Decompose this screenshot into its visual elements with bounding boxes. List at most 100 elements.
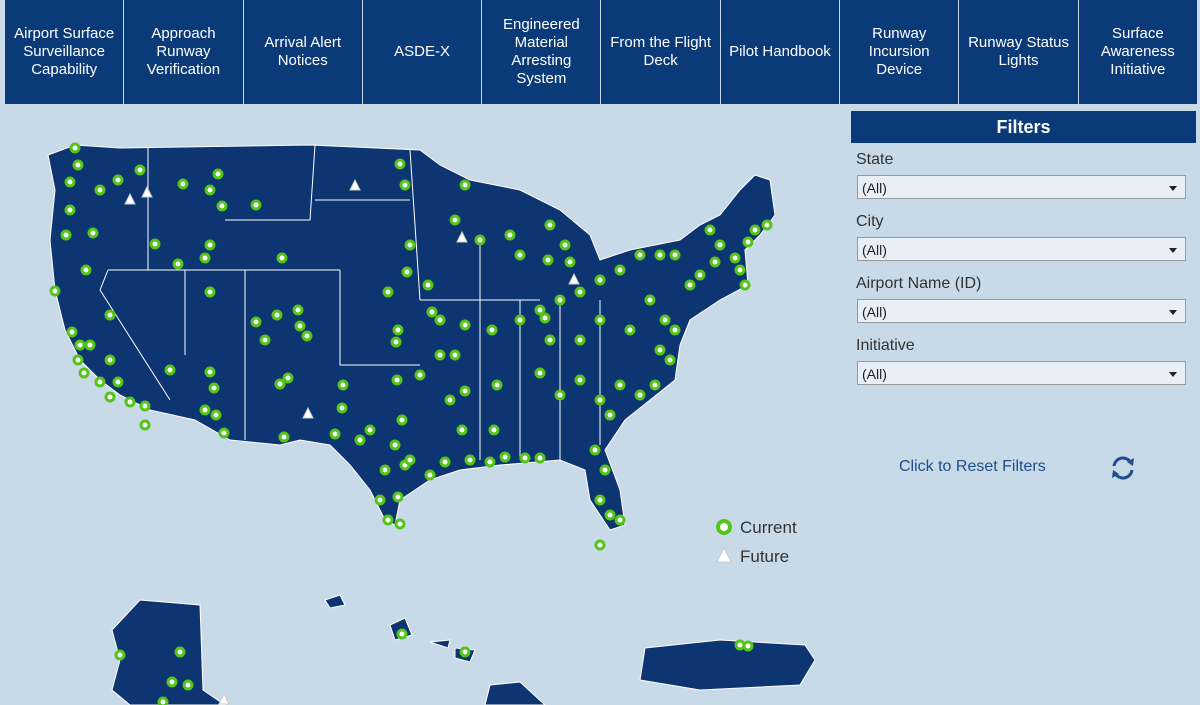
nav-tab[interactable]: Pilot Handbook — [721, 0, 841, 104]
airport-current[interactable] — [426, 306, 438, 318]
airport-current[interactable] — [271, 309, 283, 321]
airport-current[interactable] — [294, 320, 306, 332]
airport-current[interactable] — [594, 314, 606, 326]
airport-current[interactable] — [204, 239, 216, 251]
nav-tab[interactable]: From the Flight Deck — [601, 0, 721, 104]
nav-tab[interactable]: ASDE-X — [363, 0, 483, 104]
airport-current[interactable] — [404, 239, 416, 251]
airport-current[interactable] — [614, 514, 626, 526]
airport-current[interactable] — [404, 454, 416, 466]
airport-current[interactable] — [69, 142, 81, 154]
airport-future[interactable] — [124, 192, 136, 205]
airport-current[interactable] — [78, 367, 90, 379]
airport-current[interactable] — [599, 464, 611, 476]
airport-current[interactable] — [382, 514, 394, 526]
reset-icon[interactable] — [1108, 454, 1138, 482]
nav-tab[interactable]: Airport Surface Surveillance Capability — [5, 0, 125, 104]
airport-current[interactable] — [491, 379, 503, 391]
nav-tab[interactable]: Surface Awareness Initiative — [1100, 25, 1175, 78]
airport-current[interactable] — [604, 509, 616, 521]
airport-current[interactable] — [282, 372, 294, 384]
airport-current[interactable] — [514, 249, 526, 261]
airport-current[interactable] — [669, 249, 681, 261]
airport-current[interactable] — [439, 456, 451, 468]
airport-current[interactable] — [424, 469, 436, 481]
airport-current[interactable] — [401, 266, 413, 278]
airport-current[interactable] — [484, 456, 496, 468]
airport-current[interactable] — [604, 409, 616, 421]
airport-current[interactable] — [301, 330, 313, 342]
airport-current[interactable] — [449, 214, 461, 226]
airport-current[interactable] — [390, 336, 402, 348]
airport-current[interactable] — [104, 309, 116, 321]
airport-current[interactable] — [104, 354, 116, 366]
airport-current[interactable] — [464, 454, 476, 466]
airport-current[interactable] — [49, 285, 61, 297]
airport-current[interactable] — [259, 334, 271, 346]
airport-current[interactable] — [742, 236, 754, 248]
airport-current[interactable] — [149, 238, 161, 250]
airport-current[interactable] — [112, 376, 124, 388]
airport-current[interactable] — [704, 224, 716, 236]
airport-current[interactable] — [654, 344, 666, 356]
airport-current[interactable] — [434, 314, 446, 326]
airport-current[interactable] — [87, 227, 99, 239]
airport-current[interactable] — [749, 224, 761, 236]
nav-tab[interactable]: Arrival Alert Notices — [244, 0, 363, 104]
airport-current[interactable] — [514, 314, 526, 326]
airport-current[interactable] — [422, 279, 434, 291]
airport-current[interactable] — [74, 339, 86, 351]
airport-current[interactable] — [114, 649, 126, 661]
airport-current[interactable] — [519, 452, 531, 464]
airport-current[interactable] — [164, 364, 176, 376]
airport-current[interactable] — [709, 256, 721, 268]
airport-current[interactable] — [694, 269, 706, 281]
airport-current[interactable] — [396, 628, 408, 640]
airport-current[interactable] — [742, 640, 754, 652]
airport-current[interactable] — [499, 451, 511, 463]
airport-current[interactable] — [394, 158, 406, 170]
filter-dropdown[interactable]: (All) — [857, 237, 1186, 261]
airport-current[interactable] — [614, 264, 626, 276]
airport-current[interactable] — [594, 539, 606, 551]
airport-current[interactable] — [474, 234, 486, 246]
airport-current[interactable] — [444, 394, 456, 406]
airport-current[interactable] — [157, 696, 169, 705]
airport-current[interactable] — [594, 494, 606, 506]
airport-current[interactable] — [364, 424, 376, 436]
airport-current[interactable] — [337, 379, 349, 391]
airport-current[interactable] — [554, 294, 566, 306]
airport-current[interactable] — [292, 304, 304, 316]
airport-current[interactable] — [199, 252, 211, 264]
airport-current[interactable] — [654, 249, 666, 261]
airport-current[interactable] — [594, 394, 606, 406]
airport-current[interactable] — [459, 319, 471, 331]
airport-current[interactable] — [459, 385, 471, 397]
airport-current[interactable] — [459, 179, 471, 191]
airport-future[interactable] — [141, 185, 153, 198]
airport-current[interactable] — [534, 367, 546, 379]
airport-current[interactable] — [459, 646, 471, 658]
airport-current[interactable] — [659, 314, 671, 326]
airport-future[interactable] — [568, 272, 580, 285]
nav-tab[interactable]: Runway Status Lights — [959, 0, 1079, 104]
nav-tab[interactable]: Runway Incursion Device — [840, 0, 960, 104]
airport-current[interactable] — [396, 414, 408, 426]
airport-current[interactable] — [336, 402, 348, 414]
airport-current[interactable] — [250, 316, 262, 328]
airport-current[interactable] — [542, 254, 554, 266]
airport-current[interactable] — [564, 256, 576, 268]
airport-current[interactable] — [374, 494, 386, 506]
airport-current[interactable] — [664, 354, 676, 366]
airport-current[interactable] — [614, 379, 626, 391]
airport-current[interactable] — [199, 404, 211, 416]
nav-tab[interactable]: Engineered Material Arresting System — [482, 0, 602, 104]
airport-current[interactable] — [504, 229, 516, 241]
airport-current[interactable] — [278, 431, 290, 443]
airport-current[interactable] — [574, 286, 586, 298]
nav-tab[interactable]: Approach Runway Verification — [124, 0, 244, 104]
airport-current[interactable] — [434, 349, 446, 361]
airport-current[interactable] — [72, 159, 84, 171]
airport-current[interactable] — [634, 389, 646, 401]
airport-current[interactable] — [94, 376, 106, 388]
